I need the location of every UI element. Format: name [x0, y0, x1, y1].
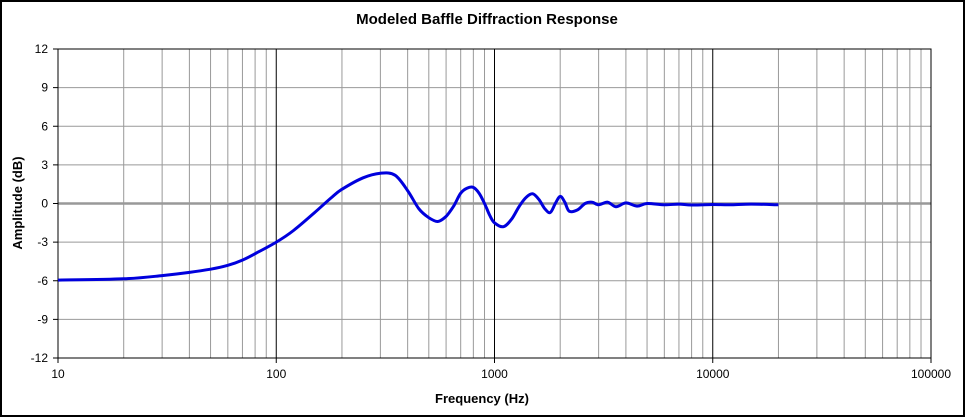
y-tick-label: -3 — [37, 235, 48, 249]
series-layer — [57, 171, 779, 282]
y-tick-label: 6 — [41, 119, 48, 133]
y-tick-label: -12 — [31, 351, 49, 365]
x-tick-label: 10 — [51, 367, 65, 381]
y-tick-label: 9 — [41, 81, 48, 95]
chart-title: Modeled Baffle Diffraction Response — [356, 11, 618, 28]
x-tick-label: 100000 — [911, 367, 951, 381]
x-tick-label: 100 — [266, 367, 286, 381]
y-tick-label: 12 — [35, 42, 49, 56]
x-tick-label: 1000 — [481, 367, 508, 381]
y-tick-label: 0 — [41, 197, 48, 211]
y-axis-label: Amplitude (dB) — [10, 156, 25, 249]
y-tick-label: -6 — [37, 274, 48, 288]
y-tick-label: -9 — [37, 312, 48, 326]
x-axis-label: Frequency (Hz) — [435, 391, 529, 406]
series-line — [57, 171, 779, 282]
x-tick-label: 10000 — [696, 367, 730, 381]
y-tick-label: 3 — [41, 158, 48, 172]
grid — [57, 48, 932, 359]
